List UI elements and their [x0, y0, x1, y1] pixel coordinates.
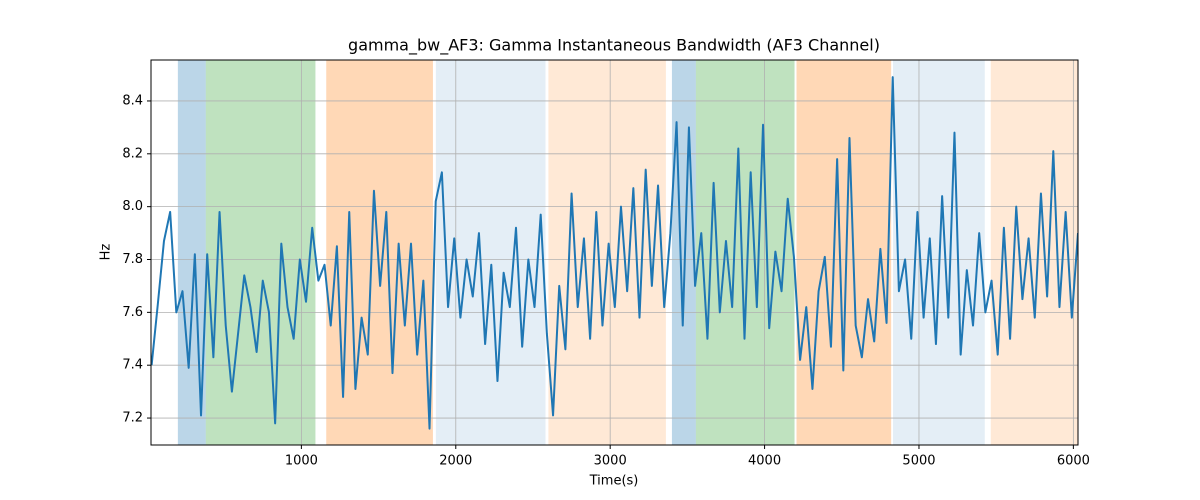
span	[796, 60, 892, 445]
x-tick-label: 2000	[439, 454, 472, 469]
plot-frame	[150, 59, 1079, 446]
chart-title: gamma_bw_AF3: Gamma Instantaneous Bandwi…	[348, 36, 880, 56]
y-tick-label: 7.6	[122, 305, 143, 320]
y-tick-label: 7.2	[122, 411, 143, 426]
y-tick-label: 7.4	[122, 358, 143, 373]
span	[205, 60, 316, 445]
span	[671, 60, 696, 445]
y-tick-label: 8.2	[122, 146, 143, 161]
span	[695, 60, 795, 445]
x-tick-label: 5000	[902, 454, 935, 469]
span	[435, 60, 546, 445]
y-tick-label: 7.8	[122, 252, 143, 267]
x-tick-label: 1000	[285, 454, 318, 469]
data-line	[151, 76, 1078, 430]
span	[990, 60, 1078, 445]
y-tick-label: 8.4	[122, 93, 143, 108]
x-tick-label: 6000	[1057, 454, 1090, 469]
x-tick-label: 3000	[594, 454, 627, 469]
span	[177, 60, 206, 445]
x-tick-label: 4000	[748, 454, 781, 469]
y-tick-label: 8.0	[122, 199, 143, 214]
y-axis-label: Hz	[99, 244, 114, 261]
x-axis-label: Time(s)	[589, 474, 639, 489]
